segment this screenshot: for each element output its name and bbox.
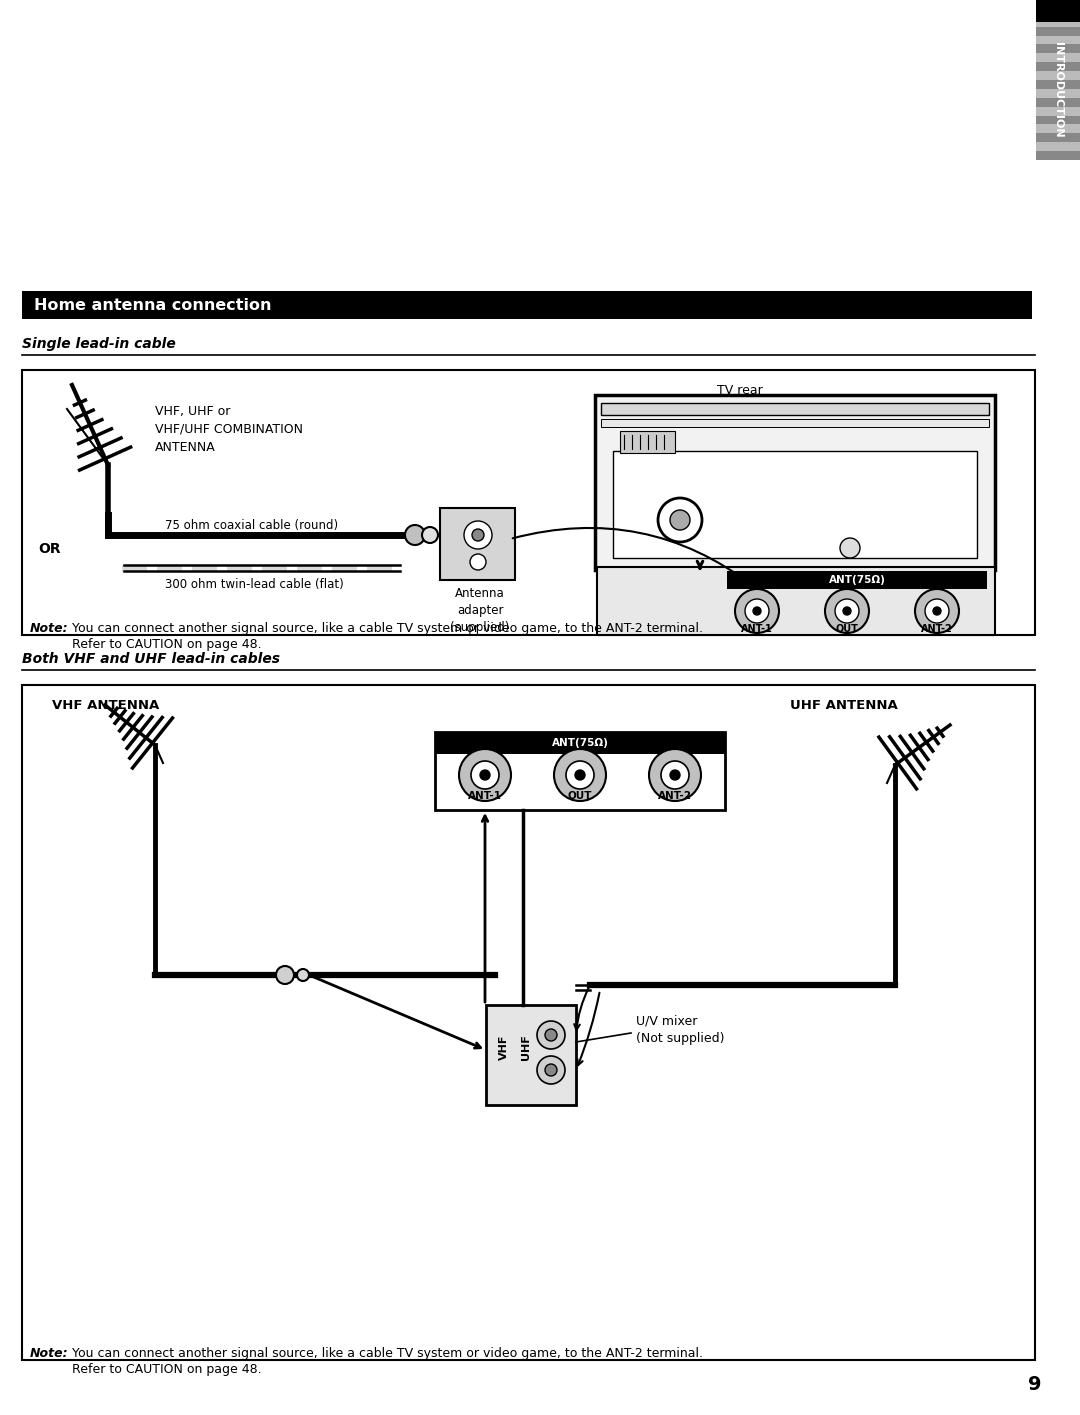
Text: VHF ANTENNA: VHF ANTENNA — [52, 699, 159, 712]
Circle shape — [745, 599, 769, 623]
Circle shape — [276, 966, 294, 983]
Text: Single lead-in cable: Single lead-in cable — [22, 337, 176, 351]
Circle shape — [843, 607, 851, 616]
Circle shape — [459, 749, 511, 801]
Bar — [22, 685, 1035, 1360]
Circle shape — [554, 749, 606, 801]
Bar — [620, 432, 675, 453]
Bar — [600, 419, 989, 427]
Text: UHF: UHF — [521, 1034, 531, 1060]
Bar — [1036, 0, 1080, 23]
Bar — [435, 732, 725, 754]
Circle shape — [933, 607, 941, 616]
Bar — [22, 369, 1035, 635]
Circle shape — [545, 1029, 557, 1041]
Text: INTRODUCTION: INTRODUCTION — [1053, 42, 1063, 137]
Text: VHF: VHF — [499, 1034, 509, 1060]
Circle shape — [405, 525, 426, 545]
Circle shape — [924, 599, 949, 623]
Circle shape — [470, 555, 486, 570]
Text: ANT-1: ANT-1 — [468, 791, 502, 801]
Text: Refer to CAUTION on page 48.: Refer to CAUTION on page 48. — [72, 1363, 261, 1375]
Bar — [1036, 143, 1080, 151]
Bar — [613, 451, 977, 558]
Circle shape — [464, 521, 492, 549]
Circle shape — [422, 526, 438, 543]
Circle shape — [915, 589, 959, 633]
Bar — [1036, 27, 1080, 35]
Circle shape — [661, 761, 689, 790]
Bar — [1036, 0, 1080, 8]
Circle shape — [670, 509, 690, 531]
Bar — [1036, 35, 1080, 44]
Text: OUT: OUT — [836, 624, 859, 634]
Circle shape — [297, 969, 309, 981]
Circle shape — [480, 770, 490, 780]
Bar — [1036, 0, 1080, 160]
Bar — [727, 572, 987, 589]
Circle shape — [735, 589, 779, 633]
Circle shape — [545, 1064, 557, 1075]
Bar — [595, 395, 995, 570]
Bar — [1036, 151, 1080, 160]
Bar — [486, 1005, 576, 1105]
Circle shape — [670, 770, 680, 780]
Bar — [1036, 106, 1080, 116]
Circle shape — [471, 761, 499, 790]
Bar — [1036, 8, 1080, 18]
Circle shape — [658, 498, 702, 542]
Circle shape — [472, 529, 484, 541]
Circle shape — [537, 1022, 565, 1049]
Bar — [1036, 98, 1080, 106]
Bar — [1036, 125, 1080, 133]
Text: OR: OR — [38, 542, 60, 556]
Bar — [1036, 133, 1080, 143]
Text: ANT(75Ω): ANT(75Ω) — [828, 574, 886, 584]
Bar — [1036, 18, 1080, 27]
Text: ANT(75Ω): ANT(75Ω) — [552, 739, 608, 749]
Text: ANT-2: ANT-2 — [658, 791, 692, 801]
Text: ANT-1: ANT-1 — [741, 624, 773, 634]
Bar — [22, 291, 1032, 318]
Text: ANT-2: ANT-2 — [921, 624, 953, 634]
Bar — [1036, 54, 1080, 62]
Text: Antenna
adapter
(supplied): Antenna adapter (supplied) — [450, 587, 510, 634]
Text: Refer to CAUTION on page 48.: Refer to CAUTION on page 48. — [72, 638, 261, 651]
Bar — [435, 732, 725, 809]
Text: You can connect another signal source, like a cable TV system or video game, to : You can connect another signal source, l… — [72, 623, 703, 635]
Text: Both VHF and UHF lead-in cables: Both VHF and UHF lead-in cables — [22, 652, 280, 666]
Bar — [1036, 62, 1080, 71]
Circle shape — [840, 538, 860, 558]
Text: TV rear: TV rear — [717, 383, 762, 398]
Text: Note:: Note: — [30, 1347, 69, 1360]
Circle shape — [566, 761, 594, 790]
Bar — [597, 567, 995, 635]
Bar — [600, 403, 989, 415]
Circle shape — [835, 599, 859, 623]
Circle shape — [537, 1056, 565, 1084]
Text: Note:: Note: — [30, 623, 69, 635]
Circle shape — [825, 589, 869, 633]
Text: UHF ANTENNA: UHF ANTENNA — [789, 699, 897, 712]
Text: You can connect another signal source, like a cable TV system or video game, to : You can connect another signal source, l… — [72, 1347, 703, 1360]
Circle shape — [649, 749, 701, 801]
Text: 9: 9 — [1028, 1375, 1042, 1395]
Text: Home antenna connection: Home antenna connection — [33, 297, 271, 313]
Text: VHF, UHF or
VHF/UHF COMBINATION
ANTENNA: VHF, UHF or VHF/UHF COMBINATION ANTENNA — [156, 405, 303, 454]
Bar — [1036, 89, 1080, 98]
Bar — [440, 508, 515, 580]
Circle shape — [575, 770, 585, 780]
Text: 300 ohm twin-lead cable (flat): 300 ohm twin-lead cable (flat) — [165, 577, 343, 591]
Bar — [1036, 81, 1080, 89]
Bar — [1036, 116, 1080, 125]
Text: OUT: OUT — [568, 791, 592, 801]
Text: U/V mixer
(Not supplied): U/V mixer (Not supplied) — [636, 1015, 725, 1046]
Bar — [1036, 71, 1080, 81]
Circle shape — [753, 607, 761, 616]
Bar — [1036, 44, 1080, 54]
Text: 75 ohm coaxial cable (round): 75 ohm coaxial cable (round) — [165, 519, 338, 532]
